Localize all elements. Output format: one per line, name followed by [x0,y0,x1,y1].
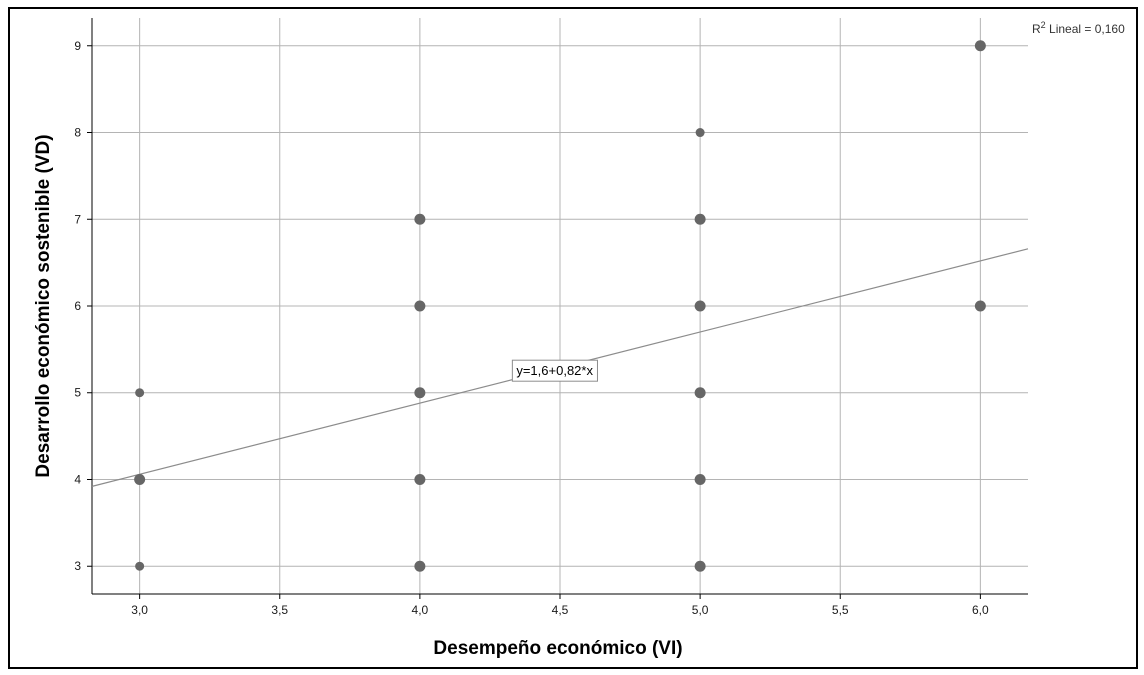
data-point [695,128,705,138]
data-point [135,561,145,571]
data-point [974,300,986,312]
x-tick-label: 5,5 [832,603,849,617]
data-point [694,300,706,312]
x-tick-label: 4,0 [412,603,429,617]
x-tick-label: 3,0 [131,603,148,617]
x-tick-label: 4,5 [552,603,569,617]
x-tick-marks [139,594,981,599]
y-tick-label: 7 [74,212,81,226]
data-point [694,213,706,225]
data-point [414,387,426,399]
y-tick-label: 4 [74,472,81,486]
data-point [135,388,145,398]
x-tick-labels: 3,0 3,5 4,0 4,5 5,0 5,5 6,0 [131,603,989,617]
y-axis-title: Desarrollo económico sostenible (VD) [33,134,54,477]
fit-equation-frame [511,359,598,382]
data-point [414,473,426,485]
data-point [134,473,146,485]
data-point [974,40,986,52]
x-tick-label: 3,5 [271,603,288,617]
y-tick-labels: 3 4 5 6 7 8 9 [74,39,81,573]
y-tick-label: 3 [74,559,81,573]
data-point [414,560,426,572]
x-axis-title: Desempeño económico (VI) [433,638,682,659]
y-gridlines [92,45,1028,567]
x-tick-label: 6,0 [972,603,989,617]
y-tick-marks [87,45,92,567]
y-tick-label: 5 [74,386,81,400]
x-tick-label: 5,0 [692,603,709,617]
data-point [694,387,706,399]
data-point [694,473,706,485]
data-point [694,560,706,572]
fit-equation-box: y=1,6+0,82*x [511,359,598,382]
fit-equation-label: y=1,6+0,82*x [516,363,593,378]
outer-frame [8,7,1138,669]
y-tick-label: 8 [74,126,81,140]
data-points [134,40,986,572]
data-point [414,300,426,312]
r2-label: R2 Lineal = 0,160 [1032,20,1125,36]
r2-prefix: R [1032,22,1041,36]
r2-text: Lineal = 0,160 [1046,22,1125,36]
data-point [414,213,426,225]
r2-superscript: 2 [1041,20,1046,30]
y-tick-label: 9 [74,39,81,53]
y-tick-label: 6 [74,299,81,313]
